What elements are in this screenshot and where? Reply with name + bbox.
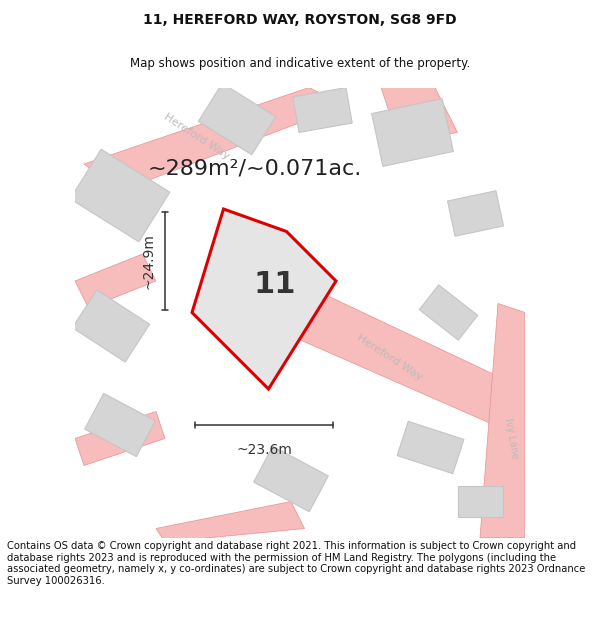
Text: ~289m²/~0.071ac.: ~289m²/~0.071ac.	[148, 159, 362, 179]
Polygon shape	[199, 83, 275, 155]
Polygon shape	[448, 191, 503, 236]
Text: 11, HEREFORD WAY, ROYSTON, SG8 9FD: 11, HEREFORD WAY, ROYSTON, SG8 9FD	[143, 12, 457, 26]
Polygon shape	[381, 88, 458, 141]
Polygon shape	[269, 276, 525, 439]
Text: Hereford Way: Hereford Way	[355, 332, 425, 382]
Polygon shape	[458, 486, 503, 518]
Text: ~23.6m: ~23.6m	[236, 443, 292, 457]
Polygon shape	[419, 285, 478, 340]
Polygon shape	[293, 88, 352, 132]
Polygon shape	[397, 421, 464, 474]
Polygon shape	[254, 446, 328, 512]
Polygon shape	[85, 393, 155, 457]
Polygon shape	[480, 304, 525, 538]
Polygon shape	[192, 209, 336, 389]
Text: Hereford Way: Hereford Way	[162, 112, 231, 162]
Text: Contains OS data © Crown copyright and database right 2021. This information is : Contains OS data © Crown copyright and d…	[7, 541, 586, 586]
Text: Ivy Lane: Ivy Lane	[503, 418, 520, 459]
Text: 11: 11	[254, 270, 296, 299]
Polygon shape	[229, 307, 299, 372]
Text: ~24.9m: ~24.9m	[142, 232, 156, 289]
Polygon shape	[70, 149, 170, 242]
Text: Map shows position and indicative extent of the property.: Map shows position and indicative extent…	[130, 58, 470, 71]
Polygon shape	[75, 411, 165, 466]
Polygon shape	[75, 254, 156, 308]
Polygon shape	[371, 99, 454, 166]
Polygon shape	[156, 501, 305, 542]
Polygon shape	[73, 290, 149, 362]
Polygon shape	[84, 88, 345, 191]
